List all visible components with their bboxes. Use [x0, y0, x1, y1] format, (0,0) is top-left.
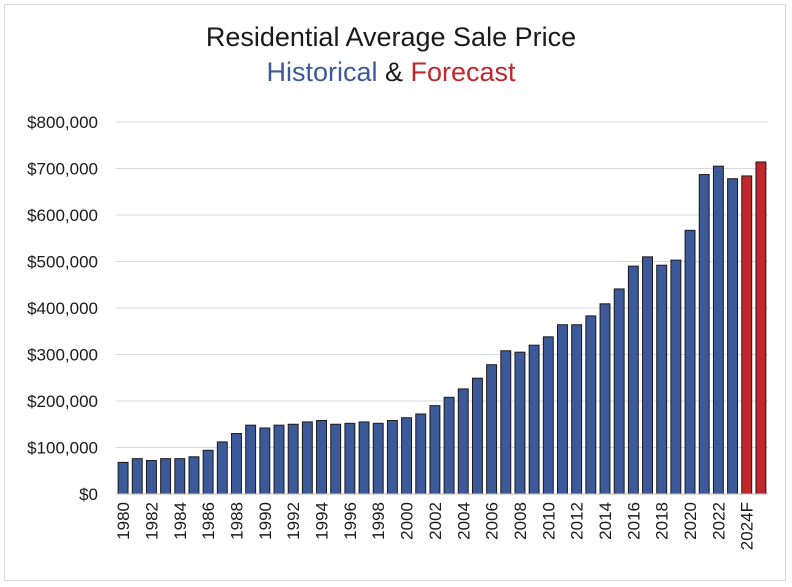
- chart-title-block: Residential Average Sale Price Historica…: [0, 20, 782, 90]
- y-tick-label: $600,000: [27, 206, 98, 225]
- bar-1991: [273, 424, 285, 495]
- x-tick-label: 2000: [398, 502, 417, 540]
- bar-1990: [259, 427, 271, 495]
- bar-2024F: [741, 175, 753, 495]
- bar-2010: [542, 336, 554, 495]
- bar-2005: [471, 377, 483, 495]
- x-tick-label: 2008: [511, 502, 530, 540]
- x-tick-label: 1984: [171, 502, 190, 540]
- y-tick-label: $500,000: [27, 253, 98, 272]
- bar-2004: [457, 388, 469, 495]
- chart-title: Residential Average Sale Price: [205, 22, 577, 52]
- bar-1989: [245, 424, 257, 495]
- bar-2006: [486, 364, 498, 495]
- chart-subtitle: Historical & Forecast: [0, 54, 782, 90]
- x-axis: 1980 1982 1984 1986 1988 1990 1992 1994 1996 1998…: [114, 493, 768, 550]
- bar-1997: [358, 421, 370, 495]
- x-tick-label: 2010: [539, 502, 558, 540]
- x-tick-label: 2016: [624, 502, 643, 540]
- x-tick-label: 1986: [199, 502, 218, 540]
- bar-2000: [401, 417, 413, 495]
- bar-1986: [202, 449, 214, 495]
- subtitle-ampersand: &: [377, 57, 411, 87]
- y-tick-label: $300,000: [27, 346, 98, 365]
- x-tick-label: 2014: [596, 502, 615, 540]
- y-tick-label: $0: [79, 485, 98, 504]
- bar-1998: [372, 422, 384, 495]
- x-tick-label: 1992: [284, 502, 303, 540]
- x-tick-label: 2022: [709, 502, 728, 540]
- y-tick-label: $700,000: [27, 160, 98, 179]
- x-tick-label: 2004: [454, 502, 473, 540]
- bar-2023: [727, 178, 739, 495]
- subtitle-forecast: Forecast: [410, 57, 516, 87]
- bar-1995: [330, 423, 342, 495]
- bar-1987: [216, 441, 228, 495]
- y-tick-label: $800,000: [27, 113, 98, 132]
- x-tick-label: 2012: [568, 502, 587, 540]
- bar-1984: [174, 458, 186, 495]
- x-tick-label: 2002: [426, 502, 445, 540]
- gridlines: [116, 121, 768, 495]
- bar-1996: [344, 422, 356, 495]
- x-tick-label: 1998: [369, 502, 388, 540]
- bar-2001: [415, 413, 427, 495]
- bar-2022: [712, 165, 724, 495]
- bar-2011: [557, 324, 568, 495]
- x-tick-label: 2020: [681, 502, 700, 540]
- bar-1993: [301, 421, 313, 495]
- bar-2020: [684, 229, 696, 495]
- bar-1980: [117, 461, 129, 495]
- x-tick-label: 2018: [653, 502, 672, 540]
- bar-1988: [231, 433, 242, 495]
- x-tick-label: 2024F: [738, 502, 757, 550]
- bar-2019: [670, 259, 682, 495]
- bar-1992: [287, 423, 299, 495]
- y-tick-label: $100,000: [27, 439, 98, 458]
- bar-2009: [528, 344, 540, 495]
- x-tick-label: 1994: [313, 502, 332, 540]
- bar-2015: [613, 288, 625, 495]
- bar-2013: [585, 315, 597, 495]
- bar-2007: [500, 350, 512, 495]
- subtitle-historical: Historical: [266, 57, 378, 87]
- y-axis: $0 $100,000 $200,000 $300,000 $400,000 $500,0…: [27, 113, 98, 504]
- bar-2014: [599, 303, 611, 495]
- bar-2012: [571, 324, 583, 495]
- x-tick-label: 1980: [114, 502, 133, 540]
- bar-1981: [131, 458, 143, 495]
- bar-2018: [656, 264, 668, 495]
- bars: [117, 161, 767, 495]
- x-tick-label: 1982: [142, 502, 161, 540]
- y-tick-label: $200,000: [27, 392, 98, 411]
- x-tick-label: 1988: [227, 502, 246, 540]
- x-tick-label: 2006: [483, 502, 502, 540]
- bar-2016: [627, 265, 639, 495]
- bar-2002: [429, 405, 441, 495]
- x-tick-label: 1996: [341, 502, 360, 540]
- bar-1999: [386, 420, 398, 495]
- x-tick-label: 1990: [256, 502, 275, 540]
- bar-1983: [160, 458, 172, 495]
- bar-2017: [642, 256, 653, 495]
- bar-2021: [698, 174, 710, 495]
- bar-1985: [188, 456, 200, 495]
- bar-1994: [316, 420, 327, 495]
- bar-2025F: [755, 161, 767, 495]
- bar-2008: [514, 351, 526, 495]
- y-tick-label: $400,000: [27, 299, 98, 318]
- bar-1982: [145, 460, 157, 495]
- bar-2003: [443, 396, 455, 495]
